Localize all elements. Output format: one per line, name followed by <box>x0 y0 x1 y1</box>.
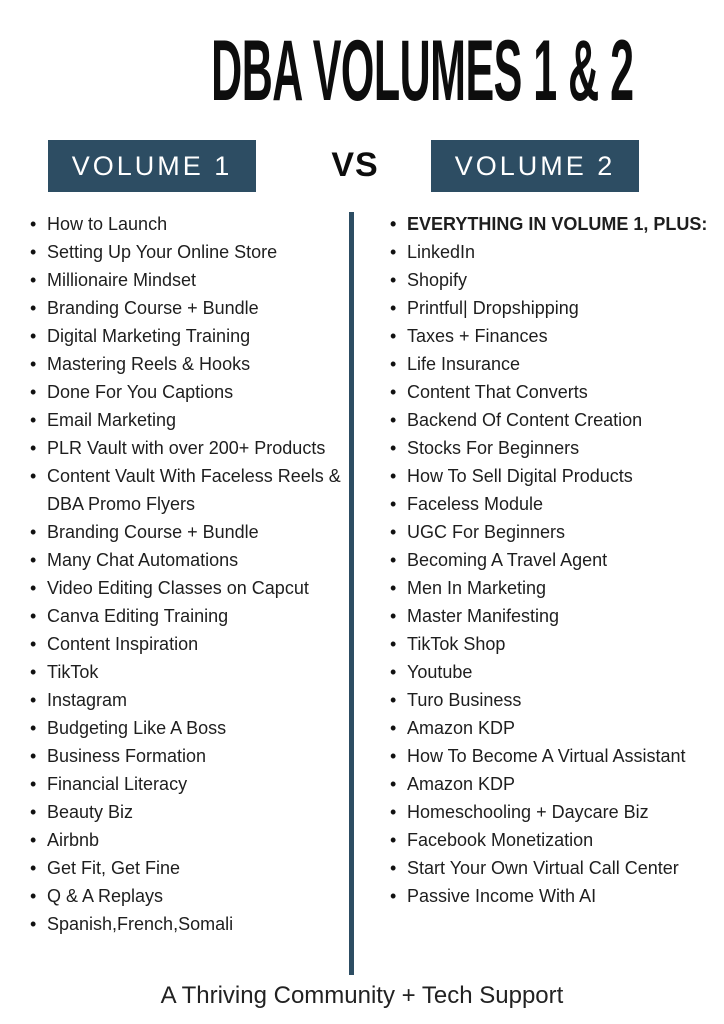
volume1-list-item: Content Inspiration <box>30 630 342 658</box>
volume2-list-item: TikTok Shop <box>390 630 712 658</box>
volume1-list-item: How to Launch <box>30 210 342 238</box>
volume2-list-item: Taxes + Finances <box>390 322 712 350</box>
volume2-list-item: Passive Income With AI <box>390 882 712 910</box>
volume1-header-badge: VOLUME 1 <box>48 140 256 192</box>
volume1-list-item: Setting Up Your Online Store <box>30 238 342 266</box>
volume1-list-item: Financial Literacy <box>30 770 342 798</box>
volume1-list-item: Video Editing Classes on Capcut <box>30 574 342 602</box>
volume1-list-item: Done For You Captions <box>30 378 342 406</box>
volume1-list-item: Email Marketing <box>30 406 342 434</box>
footer-text: A Thriving Community + Tech Support <box>160 982 564 1009</box>
volume2-list-item: Turo Business <box>390 686 712 714</box>
volume1-list-item: Q & A Replays <box>30 882 342 910</box>
volume1-list-item: Branding Course + Bundle <box>30 518 342 546</box>
volume2-list-item: Amazon KDP <box>390 714 712 742</box>
volume2-list-item: LinkedIn <box>390 238 712 266</box>
volume1-header-label: VOLUME 1 <box>71 150 233 181</box>
volume2-list-item: Start Your Own Virtual Call Center <box>390 854 712 882</box>
volume1-list-item: Airbnb <box>30 826 342 854</box>
volume1-list-item: TikTok <box>30 658 342 686</box>
volume2-list-item: Faceless Module <box>390 490 712 518</box>
volume1-list-item: Branding Course + Bundle <box>30 294 342 322</box>
volume1-list-item: Beauty Biz <box>30 798 342 826</box>
volume1-list: How to Launch Setting Up Your Online Sto… <box>30 210 342 938</box>
volume2-list-item: How To Become A Virtual Assistant <box>390 742 712 770</box>
volume1-list-item: Content Vault With Faceless Reels & DBA … <box>30 462 342 518</box>
volume2-list-item: Shopify <box>390 266 712 294</box>
volume1-list-item: Canva Editing Training <box>30 602 342 630</box>
volume2-list-item: Men In Marketing <box>390 574 712 602</box>
volume2-list-item: Facebook Monetization <box>390 826 712 854</box>
volume1-list-item: Business Formation <box>30 742 342 770</box>
volume1-list-item: Get Fit, Get Fine <box>30 854 342 882</box>
volume2-list: EVERYTHING IN VOLUME 1, PLUS: LinkedIn S… <box>390 210 712 910</box>
volume2-list-item: Life Insurance <box>390 350 712 378</box>
volume2-list-item: Backend Of Content Creation <box>390 406 712 434</box>
volume2-header-badge: VOLUME 2 <box>431 140 639 192</box>
volume2-list-item: EVERYTHING IN VOLUME 1, PLUS: <box>390 210 712 238</box>
volume1-list-item: Budgeting Like A Boss <box>30 714 342 742</box>
volume1-list-item: Digital Marketing Training <box>30 322 342 350</box>
page-title-text: DBA VOLUMES 1 & 2 <box>211 23 634 119</box>
volume1-list-item: Millionaire Mindset <box>30 266 342 294</box>
column-divider <box>349 212 354 975</box>
volume2-list-item: Youtube <box>390 658 712 686</box>
volume2-list-item: Master Manifesting <box>390 602 712 630</box>
volume1-list-item: Many Chat Automations <box>30 546 342 574</box>
volume2-header-label: VOLUME 2 <box>454 150 616 181</box>
volume2-list-item: How To Sell Digital Products <box>390 462 712 490</box>
page-title: DBA VOLUMES 1 & 2 <box>0 28 724 114</box>
volume1-list-item: Instagram <box>30 686 342 714</box>
volume2-list-item: Stocks For Beginners <box>390 434 712 462</box>
volume2-list-item: UGC For Beginners <box>390 518 712 546</box>
volume1-list-item: PLR Vault with over 200+ Products <box>30 434 342 462</box>
volume2-list-item: Homeschooling + Daycare Biz <box>390 798 712 826</box>
volume1-list-item: Spanish,French,Somali <box>30 910 342 938</box>
vs-label: VS <box>331 146 379 184</box>
volume1-list-item: Mastering Reels & Hooks <box>30 350 342 378</box>
volume2-list-item: Printful| Dropshipping <box>390 294 712 322</box>
volume2-list-item: Becoming A Travel Agent <box>390 546 712 574</box>
volume2-list-item: Content That Converts <box>390 378 712 406</box>
volume2-list-item: Amazon KDP <box>390 770 712 798</box>
